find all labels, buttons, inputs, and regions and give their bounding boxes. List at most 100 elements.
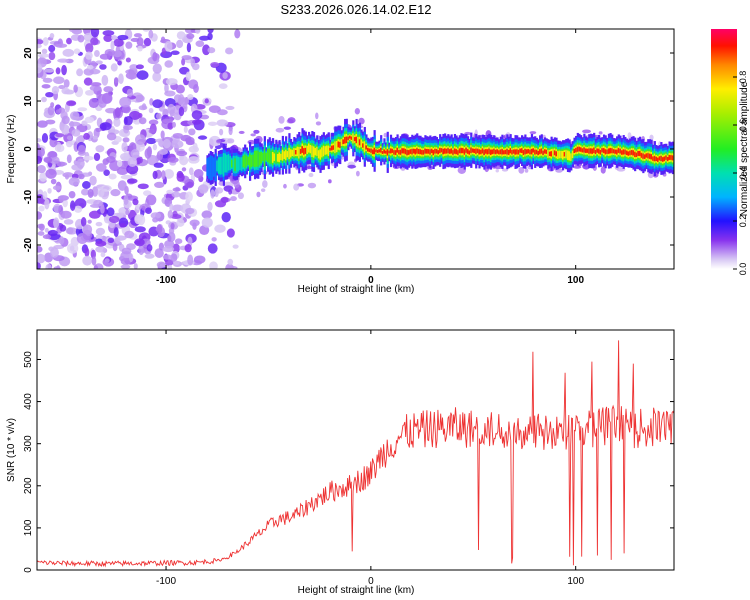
ridge-cell	[496, 149, 499, 154]
scatter-blob	[260, 188, 266, 192]
noise-blob	[76, 158, 85, 169]
ridge-cell	[668, 154, 671, 160]
ridge-cell	[570, 153, 573, 161]
scatter-blob	[250, 133, 256, 137]
scatter-blob	[495, 169, 499, 173]
noise-blob	[116, 159, 123, 168]
noise-blob	[201, 210, 213, 219]
scatter-blob	[278, 115, 285, 124]
noise-blob	[99, 122, 112, 131]
noise-blob	[208, 105, 221, 114]
noise-blob	[125, 209, 130, 216]
noise-blob	[37, 138, 42, 143]
ridge-cell	[224, 153, 227, 173]
ridge-cell	[409, 149, 412, 154]
ridge-cell	[293, 147, 296, 157]
ridge-cell	[419, 149, 422, 155]
ridge-cell	[588, 148, 591, 154]
ridge-cell	[265, 152, 268, 161]
noise-blob	[94, 49, 100, 57]
ridge-cell	[601, 148, 604, 153]
ridge-cell	[326, 145, 329, 155]
noise-blob	[63, 219, 74, 225]
ridge-cell	[484, 149, 488, 154]
ridge-cell	[439, 147, 442, 154]
noise-blob	[193, 255, 206, 264]
noise-blob	[37, 147, 45, 158]
ridge-cell	[273, 153, 276, 161]
noise-blob	[125, 57, 131, 63]
noise-blob	[120, 257, 132, 266]
ridge-cell	[370, 148, 373, 153]
ridge-cell	[309, 144, 312, 154]
ridge-cell	[584, 148, 588, 153]
noise-blob	[136, 70, 149, 80]
noise-blob	[166, 189, 174, 195]
ridge-cell	[596, 148, 599, 153]
noise-blob	[93, 199, 103, 207]
ridge-cell	[540, 148, 543, 154]
noise-blob	[221, 211, 231, 223]
ridge-cell	[468, 150, 471, 155]
noise-blob	[77, 34, 85, 43]
noise-blob	[176, 218, 185, 227]
ridge-cell	[239, 157, 242, 170]
noise-blob	[226, 228, 235, 238]
ridge-cell	[534, 149, 537, 155]
noise-blob	[53, 217, 60, 229]
noise-blob	[188, 128, 196, 136]
noise-blob	[119, 152, 131, 161]
ridge-cell	[257, 150, 260, 167]
ridge-cell	[306, 145, 309, 154]
noise-blob	[67, 242, 79, 254]
scatter-blob	[253, 129, 260, 134]
noise-blob	[202, 44, 211, 56]
noise-blob	[108, 215, 120, 224]
noise-blob	[144, 148, 152, 159]
noise-blob	[68, 190, 76, 199]
ridge-cell	[368, 148, 371, 153]
ridge-cell	[329, 147, 332, 151]
noise-blob	[138, 117, 147, 125]
scatter-blob	[219, 128, 224, 136]
ridge-cell	[229, 155, 232, 171]
ridge-cell	[509, 148, 512, 154]
spectrogram-x-ticks: -100 0 100	[156, 29, 584, 286]
noise-blob	[113, 50, 122, 58]
noise-blob	[110, 63, 118, 72]
noise-blob	[225, 105, 235, 110]
noise-blob	[132, 198, 139, 206]
colorbar-tick-label: 0.0	[738, 263, 748, 276]
noise-blob	[113, 117, 121, 128]
noise-blob	[51, 86, 60, 95]
ridge-cell	[491, 149, 494, 155]
ridge-cell	[335, 140, 339, 153]
ridge-cell	[661, 157, 665, 162]
noise-blob	[138, 113, 143, 118]
ridge-cell	[550, 151, 553, 157]
noise-blob	[162, 254, 173, 260]
ridge-cell	[568, 151, 571, 161]
noise-blob	[68, 121, 81, 127]
noise-blob	[85, 89, 95, 96]
noise-blob	[156, 224, 163, 234]
noise-blob	[106, 132, 117, 141]
noise-blob	[129, 69, 135, 80]
noise-blob	[150, 212, 162, 219]
noise-blob	[108, 173, 117, 180]
noise-blob	[192, 142, 198, 151]
noise-blob	[170, 50, 180, 55]
ridge-cell	[429, 149, 432, 155]
noise-blob	[55, 133, 65, 138]
ridge-cell	[578, 146, 581, 152]
noise-blob	[133, 263, 138, 269]
scatter-blob	[649, 134, 654, 141]
ridge-cell	[255, 150, 258, 167]
scatter-blob	[315, 112, 319, 120]
noise-blob	[176, 39, 184, 49]
ridge-cell	[458, 148, 461, 154]
ridge-cell	[448, 149, 452, 154]
ridge-cell	[609, 147, 612, 154]
scatter-blob	[216, 139, 222, 144]
